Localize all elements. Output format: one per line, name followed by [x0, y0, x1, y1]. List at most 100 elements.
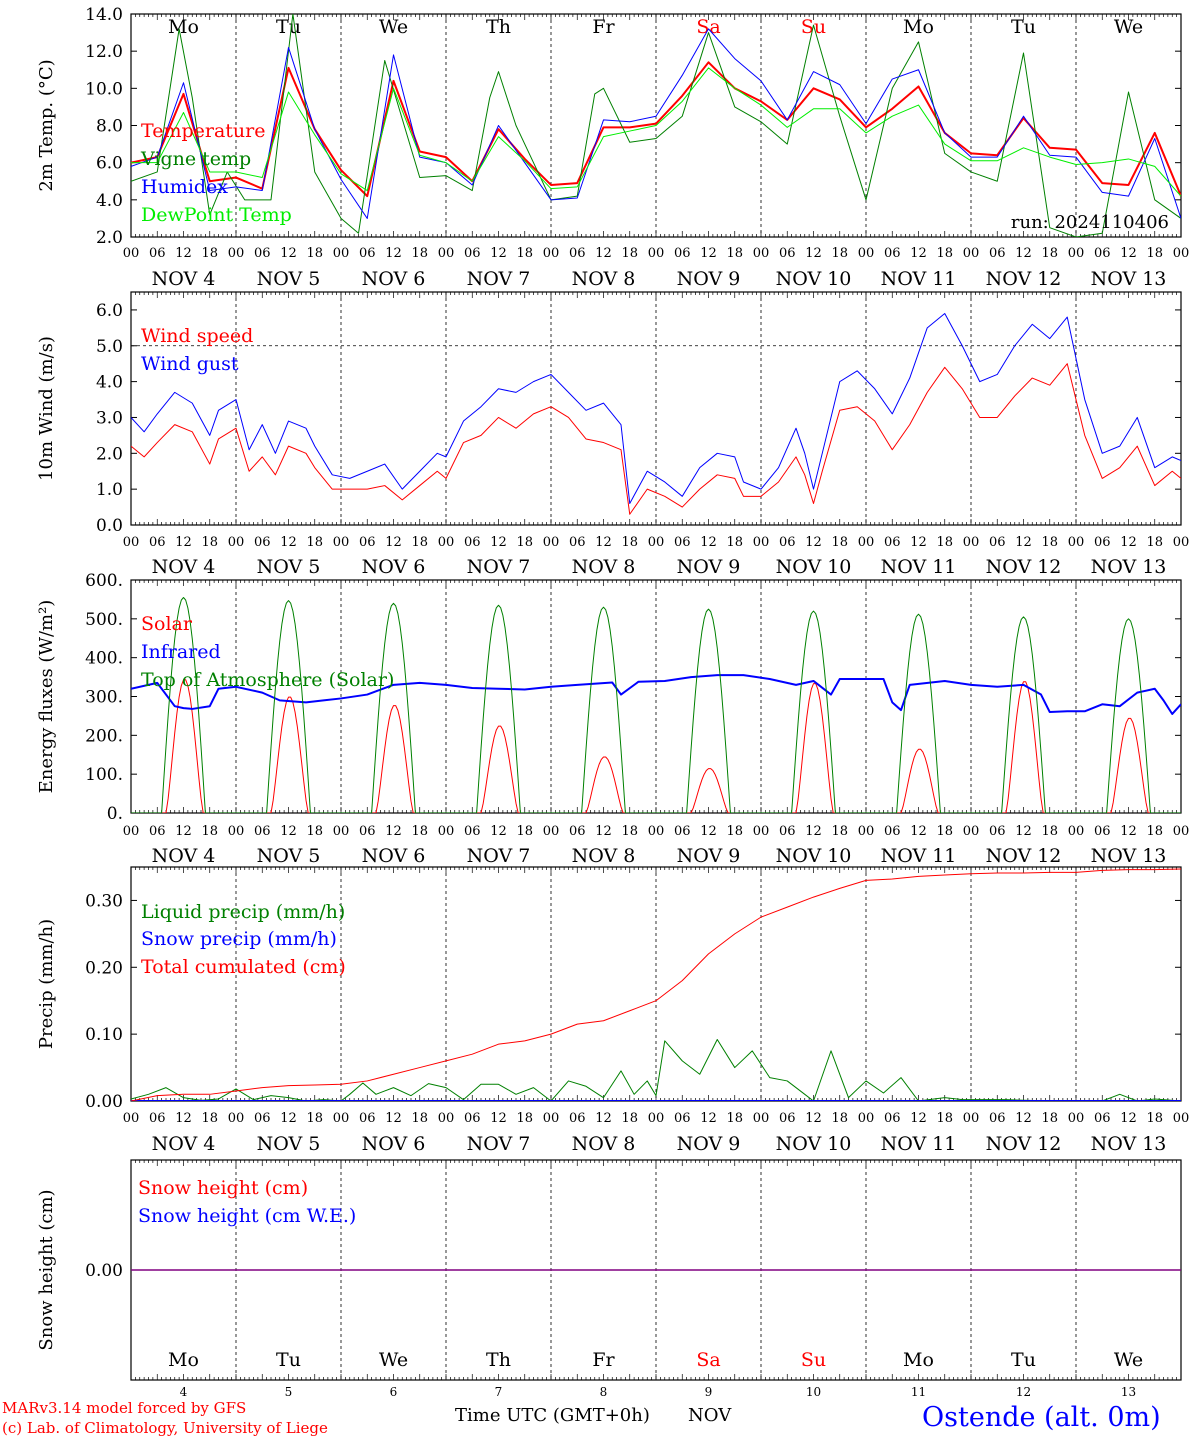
x-hour-label: 00 [123, 1111, 140, 1126]
x-hour-label: 12 [595, 535, 612, 550]
x-hour-label: 12 [700, 1111, 717, 1126]
y-axis-label: 10m Wind (m/s) [36, 336, 57, 481]
y-tick-label: 6.0 [96, 154, 123, 174]
day-number-label: 10 [806, 1385, 821, 1399]
legend-entry: Total cumulated (cm) [141, 956, 346, 978]
x-hour-label: 06 [989, 824, 1006, 839]
x-hour-label: 00 [1173, 824, 1190, 839]
x-hour-label: 06 [464, 1111, 481, 1126]
x-hour-label: 18 [936, 246, 953, 261]
x-hour-label: 06 [1094, 1111, 1111, 1126]
x-hour-label: 00 [438, 535, 455, 550]
day-name-label: Th [486, 1349, 511, 1371]
x-hour-label: 06 [464, 824, 481, 839]
y-tick-label: 4.0 [96, 373, 123, 393]
x-hour-label: 12 [595, 824, 612, 839]
panel-5: 0.00 Snow height (cm) Mo Tu We Th Fr Sa Su Mo Tu We… [36, 1159, 1182, 1399]
x-hour-label: 06 [779, 1111, 796, 1126]
x-date-label: NOV 5 [257, 845, 321, 867]
y-tick-label: 2.0 [96, 444, 123, 464]
x-hour-label: 18 [306, 824, 323, 839]
x-hour-label: 06 [1094, 824, 1111, 839]
day-name-label: We [379, 1349, 408, 1371]
x-hour-label: 00 [333, 246, 350, 261]
x-date-label: NOV 7 [467, 556, 531, 578]
x-hour-label: 18 [936, 1111, 953, 1126]
day-number-label: 8 [600, 1385, 608, 1399]
x-hour-label: 00 [333, 1111, 350, 1126]
x-hour-label: 12 [1015, 824, 1032, 839]
x-hour-label: 12 [175, 535, 192, 550]
x-hour-label: 06 [779, 535, 796, 550]
x-hour-label: 00 [858, 824, 875, 839]
x-hour-label: 18 [726, 1111, 743, 1126]
x-hour-label: 06 [989, 535, 1006, 550]
x-hour-label: 00 [963, 1111, 980, 1126]
x-hour-label: 12 [280, 824, 297, 839]
x-hour-label: 12 [1120, 535, 1137, 550]
x-hour-label: 18 [621, 246, 638, 261]
location-label: Ostende (alt. 0m) [922, 1402, 1161, 1433]
day-name-label: Tu [1011, 1349, 1036, 1371]
day-name-label: Mo [903, 16, 934, 38]
x-hour-label: 12 [175, 246, 192, 261]
x-hour-label: 18 [201, 1111, 218, 1126]
x-hour-label: 12 [385, 535, 402, 550]
y-tick-label: 300. [85, 688, 123, 708]
legend-entry: Wind gust [141, 353, 239, 375]
x-hour-label: 18 [411, 824, 428, 839]
x-hour-label: 18 [621, 535, 638, 550]
x-hour-label: 00 [753, 246, 770, 261]
y-tick-label: 400. [85, 649, 123, 669]
panel-1: 2.0 4.0 6.0 8.0 10.0 12.0 14.0 2m Temp. (°C) 00 0… [36, 5, 1189, 290]
x-hour-label: 18 [1146, 535, 1163, 550]
x-hour-label: 06 [359, 246, 376, 261]
x-hour-label: 00 [648, 535, 665, 550]
x-date-label: NOV 4 [152, 268, 216, 290]
x-hour-label: 12 [910, 1111, 927, 1126]
day-name-label: Th [486, 16, 511, 38]
x-date-label: NOV 9 [677, 845, 741, 867]
legend-entry: Wind speed [141, 325, 253, 347]
x-hour-label: 18 [1146, 246, 1163, 261]
x-hour-label: 06 [254, 1111, 271, 1126]
x-hour-label: 12 [490, 1111, 507, 1126]
x-date-label: NOV 9 [677, 1133, 741, 1155]
x-hour-label: 18 [831, 535, 848, 550]
series-line [131, 679, 1181, 813]
y-tick-label: 0. [107, 804, 123, 824]
series-line [131, 313, 1181, 504]
x-hour-label: 18 [516, 246, 533, 261]
x-hour-label: 18 [726, 246, 743, 261]
y-tick-label: 500. [85, 610, 123, 630]
day-name-label: We [379, 16, 408, 38]
series-line [131, 363, 1181, 515]
x-hour-label: 18 [936, 535, 953, 550]
x-date-label: NOV 6 [362, 1133, 426, 1155]
x-hour-label: 06 [464, 535, 481, 550]
x-date-label: NOV 7 [467, 268, 531, 290]
x-hour-label: 12 [1120, 246, 1137, 261]
x-hour-label: 00 [543, 824, 560, 839]
day-name-label: Mo [168, 16, 199, 38]
y-tick-label: 100. [85, 765, 123, 785]
series-line [131, 14, 1181, 237]
x-hour-label: 06 [359, 824, 376, 839]
day-number-label: 12 [1016, 1385, 1031, 1399]
x-hour-label: 00 [1068, 535, 1085, 550]
x-hour-label: 18 [1146, 824, 1163, 839]
x-hour-label: 06 [779, 824, 796, 839]
series-line [131, 28, 1181, 219]
x-hour-label: 18 [726, 535, 743, 550]
x-date-label: NOV 11 [881, 556, 957, 578]
x-date-label: NOV 10 [776, 845, 852, 867]
day-name-label: Tu [276, 16, 301, 38]
x-hour-label: 06 [149, 824, 166, 839]
legend-entry: Humidex [141, 176, 228, 198]
x-hour-label: 12 [805, 1111, 822, 1126]
panel-3: 0. 100. 200. 300. 400. 500. 600. Energy fluxes … [36, 571, 1189, 867]
day-number-label: 9 [705, 1385, 713, 1399]
panel-4: 0.00 0.10 0.20 0.30 Precip (mm/h) 00 06 12 18 00 0… [36, 866, 1189, 1155]
x-hour-label: 00 [333, 535, 350, 550]
y-tick-label: 0.00 [85, 1261, 123, 1281]
